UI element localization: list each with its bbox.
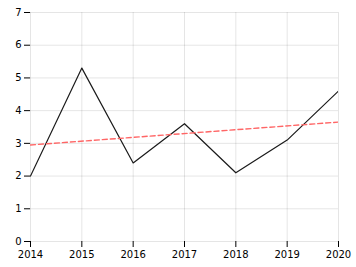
- svg-text:2020: 2020: [326, 249, 351, 260]
- svg-text:0: 0: [15, 236, 21, 247]
- svg-text:3: 3: [15, 138, 21, 149]
- svg-text:2019: 2019: [274, 249, 299, 260]
- svg-text:2017: 2017: [172, 249, 197, 260]
- svg-text:2: 2: [15, 170, 21, 181]
- svg-text:5: 5: [15, 72, 21, 83]
- svg-text:2016: 2016: [120, 249, 145, 260]
- svg-text:2018: 2018: [223, 249, 248, 260]
- svg-text:4: 4: [15, 105, 21, 116]
- svg-text:7: 7: [15, 7, 21, 18]
- svg-text:1: 1: [15, 203, 21, 214]
- svg-text:6: 6: [15, 39, 21, 50]
- svg-text:2015: 2015: [69, 249, 94, 260]
- svg-text:2014: 2014: [18, 249, 43, 260]
